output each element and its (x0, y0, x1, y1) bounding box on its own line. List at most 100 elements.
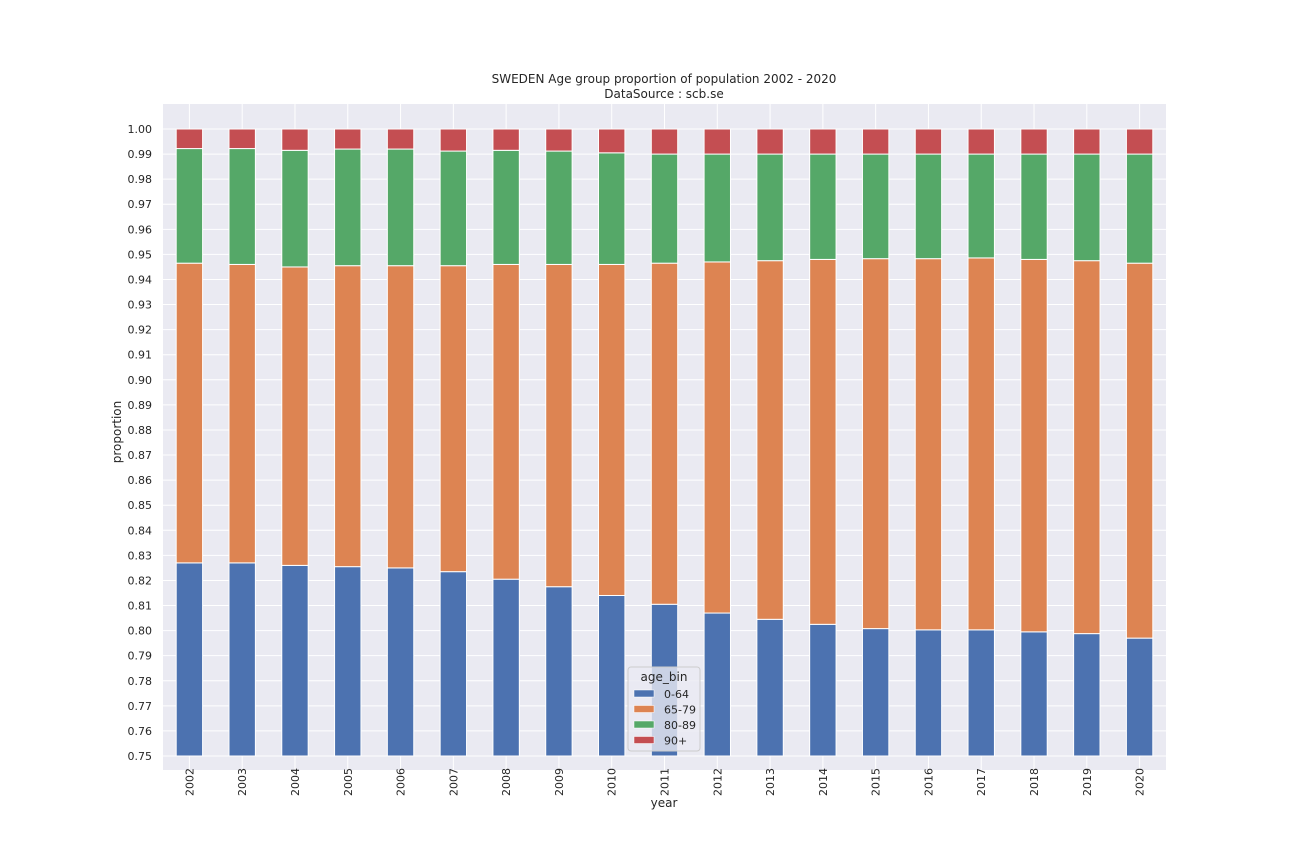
bar-segment-65-79-2009 (545, 263, 573, 588)
bar-segment-65-79-2007 (439, 265, 468, 573)
bar-segment-0-64-2006 (386, 567, 415, 757)
legend-label: 0-64 (664, 688, 689, 701)
bar-segment-65-79-2019 (1073, 260, 1101, 635)
bar-segment-80-89-2002 (175, 148, 204, 264)
y-tick-label: 0.93 (128, 299, 153, 312)
y-tick-label: 0.87 (128, 449, 153, 462)
x-tick-label: 2019 (1081, 768, 1094, 796)
y-tick-label: 0.88 (128, 424, 153, 437)
bar-segment-65-79-2003 (228, 263, 256, 564)
bar-segment-65-79-2014 (809, 258, 837, 625)
bar-segment-65-79-2004 (281, 266, 309, 566)
y-tick-label: 0.98 (128, 173, 153, 186)
y-axis-ticks: 0.75 0.76 0.77 0.78 0.79 0.80 0.81 0.82 0.83 0.84… (128, 123, 153, 763)
bar-segment-90+-2020 (1125, 128, 1154, 155)
y-tick-label: 0.96 (128, 223, 153, 236)
bar-segment-0-64-2013 (756, 618, 784, 757)
bar-segment-0-64-2018 (1020, 631, 1048, 757)
bar-segment-65-79-2015 (861, 258, 890, 630)
legend-swatch-65-79 (633, 705, 655, 713)
y-tick-label: 0.80 (128, 625, 153, 638)
bar-segment-80-89-2008 (492, 149, 520, 265)
legend-swatch-80-89 (633, 720, 655, 729)
legend-label: 80-89 (664, 719, 696, 732)
bar-segment-0-64-2008 (492, 578, 520, 757)
legend: age_bin 0-64 65-79 80-89 90+ (627, 666, 701, 752)
bars (175, 128, 1154, 757)
y-tick-label: 0.91 (128, 349, 153, 362)
bar-segment-0-64-2003 (228, 562, 256, 757)
bar-segment-80-89-2009 (545, 150, 573, 265)
bar-segment-80-89-2007 (439, 150, 468, 267)
bar-segment-0-64-2014 (809, 623, 837, 757)
bar-segment-90+-2017 (967, 128, 995, 155)
x-tick-label: 2014 (817, 768, 830, 796)
bar-segment-65-79-2020 (1125, 262, 1154, 639)
y-tick-label: 0.83 (128, 549, 153, 562)
x-tick-label: 2011 (659, 768, 672, 796)
bar-segment-90+-2007 (439, 128, 468, 152)
x-tick-label: 2012 (711, 768, 724, 796)
x-tick-label: 2005 (342, 768, 355, 796)
bar-segment-90+-2004 (281, 128, 309, 151)
bar-segment-90+-2006 (386, 128, 415, 150)
x-tick-label: 2002 (183, 768, 196, 796)
bar-segment-90+-2009 (545, 128, 573, 152)
bar-segment-65-79-2012 (703, 261, 731, 614)
y-tick-label: 0.75 (128, 750, 153, 763)
bar-segment-90+-2010 (598, 128, 626, 154)
x-tick-label: 2020 (1134, 768, 1147, 796)
x-tick-label: 2010 (606, 768, 619, 796)
bar-segment-65-79-2018 (1020, 258, 1048, 633)
y-axis-label: proportion (110, 401, 124, 464)
legend-box (627, 666, 701, 752)
bar-segment-80-89-2017 (967, 153, 995, 259)
bar-segment-90+-2002 (175, 128, 204, 150)
bar-segment-0-64-2019 (1073, 633, 1101, 757)
legend-title: age_bin (641, 670, 688, 684)
bar-segment-80-89-2013 (756, 153, 784, 262)
y-tick-label: 0.90 (128, 374, 153, 387)
bar-segment-80-89-2005 (334, 148, 362, 267)
bar-segment-80-89-2016 (914, 153, 943, 260)
legend-items: 0-64 65-79 80-89 90+ (633, 688, 696, 748)
bar-segment-65-79-2010 (598, 263, 626, 596)
bar-segment-80-89-2003 (228, 148, 256, 265)
x-tick-label: 2018 (1028, 768, 1041, 796)
y-tick-label: 0.81 (128, 600, 153, 613)
y-tick-label: 0.76 (128, 725, 153, 738)
bar-segment-0-64-2002 (175, 562, 204, 757)
y-tick-label: 0.84 (128, 524, 153, 537)
y-tick-label: 0.78 (128, 675, 153, 688)
x-axis-ticks: 2002 2003 2004 2005 2006 2007 2008 2009 2010 2011… (183, 768, 1146, 796)
y-tick-label: 0.82 (128, 574, 153, 587)
bar-segment-90+-2008 (492, 128, 520, 151)
bar-segment-90+-2015 (861, 128, 890, 155)
bar-segment-0-64-2004 (281, 564, 309, 757)
bar-segment-90+-2016 (914, 128, 943, 155)
x-tick-label: 2015 (870, 768, 883, 796)
x-tick-label: 2007 (447, 768, 460, 796)
bar-segment-0-64-2005 (334, 566, 362, 757)
x-tick-label: 2016 (922, 768, 935, 796)
bar-segment-0-64-2007 (439, 571, 468, 757)
y-tick-label: 0.85 (128, 499, 153, 512)
bar-segment-0-64-2017 (967, 629, 995, 757)
y-tick-label: 0.95 (128, 248, 153, 261)
y-tick-label: 0.92 (128, 324, 153, 337)
bar-segment-90+-2013 (756, 128, 784, 155)
legend-label: 65-79 (664, 704, 696, 717)
bar-segment-80-89-2015 (861, 153, 890, 260)
bar-segment-65-79-2011 (650, 262, 679, 605)
bar-segment-90+-2003 (228, 128, 256, 150)
y-tick-label: 0.79 (128, 650, 153, 663)
x-tick-label: 2004 (289, 768, 302, 796)
y-tick-label: 1.00 (128, 123, 153, 136)
bar-segment-80-89-2012 (703, 153, 731, 263)
y-tick-label: 0.97 (128, 198, 153, 211)
x-tick-label: 2006 (395, 768, 408, 796)
bar-segment-80-89-2020 (1125, 153, 1154, 264)
bar-segment-90+-2019 (1073, 128, 1101, 155)
